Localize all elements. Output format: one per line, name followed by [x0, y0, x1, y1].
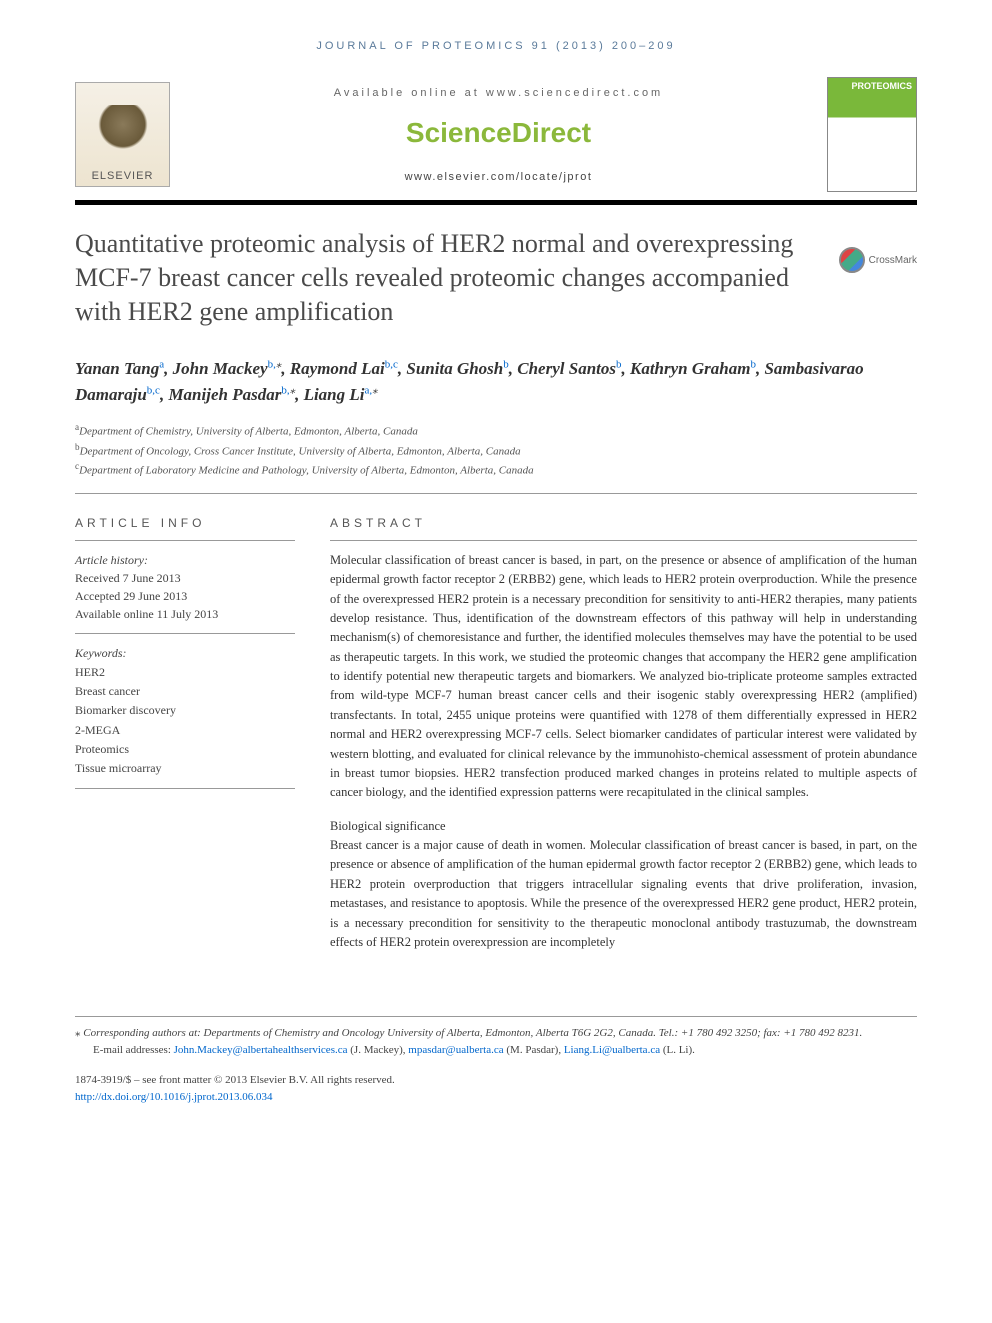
email-link[interactable]: mpasdar@ualberta.ca [408, 1044, 503, 1056]
available-online-text: Available online at www.sciencedirect.co… [170, 87, 827, 99]
author: Manijeh Pasdar [168, 385, 281, 404]
elsevier-label: ELSEVIER [92, 170, 154, 182]
corr-text: Corresponding authors at: Departments of… [83, 1027, 862, 1039]
keyword: 2-MEGA [75, 721, 295, 740]
article-title: Quantitative proteomic analysis of HER2 … [75, 227, 839, 328]
abstract-column: ABSTRACT Molecular classification of bre… [330, 516, 917, 967]
history-label: Article history: [75, 551, 295, 569]
abstract-p2: Breast cancer is a major cause of death … [330, 836, 917, 952]
affil-ref[interactable]: a, [365, 384, 373, 396]
abstract-body: Molecular classification of breast cance… [330, 551, 917, 953]
author: Raymond Lai [290, 359, 385, 378]
authors-list: Yanan Tanga, John Mackeyb,⁎, Raymond Lai… [75, 356, 917, 407]
abstract-p1: Molecular classification of breast cance… [330, 551, 917, 803]
running-head: JOURNAL OF PROTEOMICS 91 (2013) 200–209 [75, 40, 917, 52]
email-name: (M. Pasdar), [504, 1044, 564, 1056]
divider [330, 540, 917, 541]
keywords-block: Keywords: HER2 Breast cancer Biomarker d… [75, 634, 295, 789]
bio-significance-head: Biological significance [330, 817, 917, 836]
doi-link[interactable]: http://dx.doi.org/10.1016/j.jprot.2013.0… [75, 1091, 273, 1103]
keyword: Breast cancer [75, 682, 295, 701]
journal-locate-url[interactable]: www.elsevier.com/locate/jprot [170, 171, 827, 183]
keyword: Proteomics [75, 740, 295, 759]
received-date: Received 7 June 2013 [75, 569, 295, 587]
affil-ref[interactable]: a [159, 359, 164, 371]
elsevier-tree-icon [93, 105, 153, 170]
author: Sunita Ghosh [406, 359, 503, 378]
header-center: Available online at www.sciencedirect.co… [170, 87, 827, 183]
affil-ref[interactable]: b, [281, 384, 289, 396]
author: Kathryn Graham [630, 359, 750, 378]
author: Liang Li [304, 385, 365, 404]
email-line: E-mail addresses: John.Mackey@albertahea… [75, 1042, 917, 1059]
journal-header: ELSEVIER Available online at www.science… [75, 77, 917, 205]
affil-ref[interactable]: b [616, 359, 622, 371]
corresponding-note: ⁎ Corresponding authors at: Departments … [75, 1025, 917, 1042]
footnotes: ⁎ Corresponding authors at: Departments … [75, 1016, 917, 1058]
affiliations: aDepartment of Chemistry, University of … [75, 421, 917, 478]
copyright-line: 1874-3919/$ – see front matter © 2013 El… [75, 1072, 917, 1089]
corr-ref[interactable]: ⁎ [290, 384, 296, 396]
affiliation-c: Department of Laboratory Medicine and Pa… [79, 464, 534, 476]
affil-ref[interactable]: b,c [147, 384, 160, 396]
crossmark-icon [839, 247, 865, 273]
sciencedirect-brand: ScienceDirect [170, 117, 827, 149]
email-link[interactable]: John.Mackey@albertahealthservices.ca [174, 1044, 348, 1056]
author: Yanan Tang [75, 359, 159, 378]
crossmark-label: CrossMark [869, 255, 917, 266]
affiliation-b: Department of Oncology, Cross Cancer Ins… [80, 445, 521, 457]
divider [75, 493, 917, 494]
affil-ref[interactable]: b [503, 359, 509, 371]
accepted-date: Accepted 29 June 2013 [75, 587, 295, 605]
email-name: (L. Li). [660, 1044, 695, 1056]
corr-ref[interactable]: ⁎ [372, 384, 378, 396]
elsevier-logo: ELSEVIER [75, 82, 170, 187]
keyword: Tissue microarray [75, 759, 295, 778]
affil-ref[interactable]: b,c [385, 359, 398, 371]
journal-cover-thumbnail: PROTEOMICS [827, 77, 917, 192]
affiliation-a: Department of Chemistry, University of A… [79, 426, 418, 438]
copyright-block: 1874-3919/$ – see front matter © 2013 El… [75, 1072, 917, 1105]
author: Cheryl Santos [517, 359, 616, 378]
cover-title: PROTEOMICS [828, 78, 916, 94]
affil-ref[interactable]: b [750, 359, 756, 371]
article-info-head: ARTICLE INFO [75, 516, 295, 540]
affil-ref[interactable]: b, [268, 359, 276, 371]
email-link[interactable]: Liang.Li@ualberta.ca [564, 1044, 660, 1056]
author: John Mackey [173, 359, 268, 378]
abstract-head: ABSTRACT [330, 516, 917, 540]
article-info-column: ARTICLE INFO Article history: Received 7… [75, 516, 295, 967]
keywords-label: Keywords: [75, 644, 295, 663]
email-name: (J. Mackey), [348, 1044, 409, 1056]
corr-ref[interactable]: ⁎ [276, 359, 282, 371]
article-history: Article history: Received 7 June 2013 Ac… [75, 540, 295, 634]
keyword: HER2 [75, 663, 295, 682]
crossmark-badge[interactable]: CrossMark [839, 247, 917, 273]
keyword: Biomarker discovery [75, 701, 295, 720]
email-label: E-mail addresses: [93, 1044, 174, 1056]
online-date: Available online 11 July 2013 [75, 605, 295, 623]
